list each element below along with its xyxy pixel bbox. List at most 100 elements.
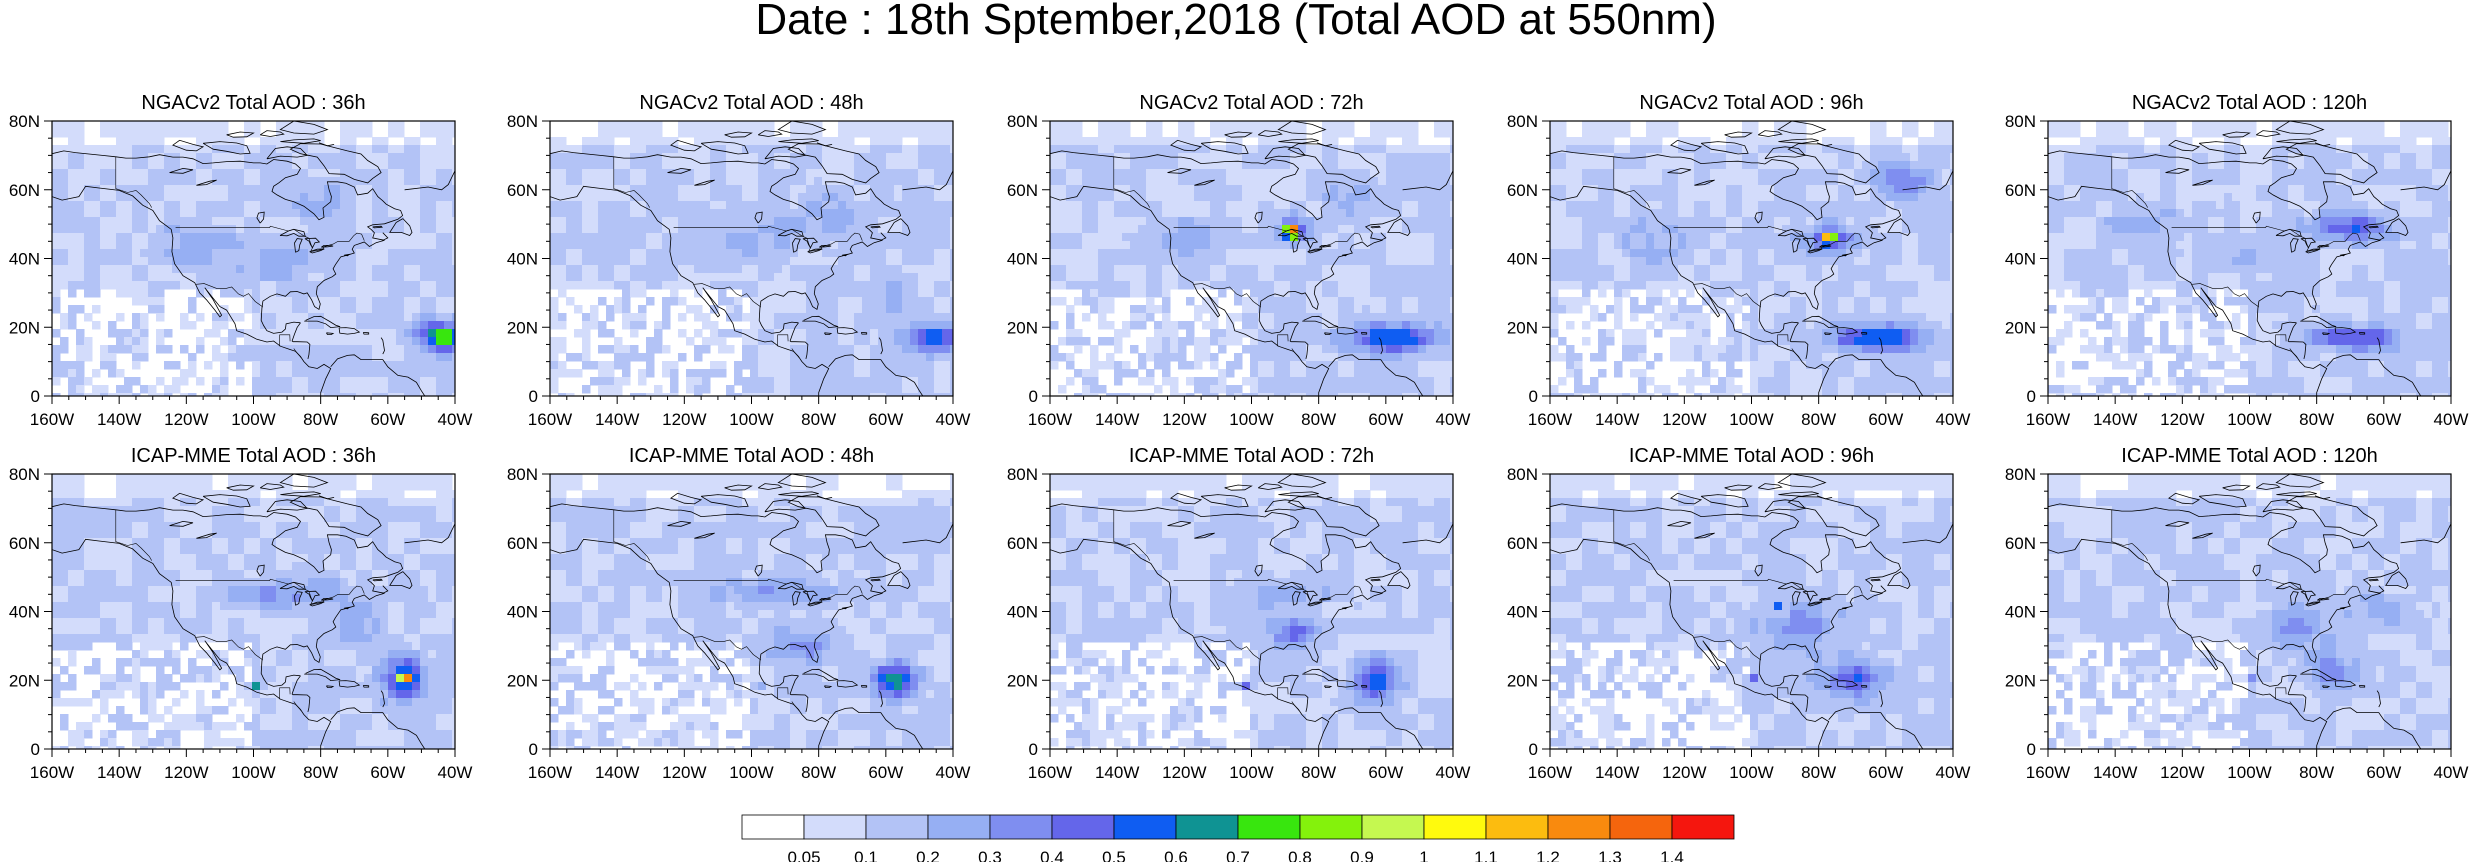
lon-tick-label: 120W — [1662, 410, 1706, 429]
map-panel: 160W 140W 120W 100W 80W 60W 40W 0 20N 40N 60N 80N NG… — [9, 92, 473, 429]
lon-tick-label: 60W — [1868, 763, 1903, 782]
lon-tick-label: 140W — [1595, 410, 1639, 429]
aod-field — [1550, 121, 1953, 396]
lon-tick-label: 60W — [1368, 410, 1403, 429]
map-panel: 160W 140W 120W 100W 80W 60W 40W 0 20N 40N 60N 80N NG… — [2005, 92, 2469, 429]
lon-tick-label: 40W — [1436, 763, 1471, 782]
coastlines — [1550, 121, 1953, 396]
aod-field — [1050, 474, 1453, 749]
aod-field — [2048, 121, 2451, 396]
colorbar-label: 1 — [1419, 848, 1428, 862]
lat-tick-label: 40N — [1507, 250, 1538, 269]
map-panel: 160W 140W 120W 100W 80W 60W 40W 0 20N 40N 60N 80N IC… — [1007, 445, 1471, 782]
axis-ticks — [2040, 473, 2452, 757]
panel-title: NGACv2 Total AOD : 96h — [1639, 92, 1863, 114]
lat-tick-label: 0 — [1029, 740, 1038, 759]
axis-ticks — [1042, 120, 1454, 404]
lon-tick-label: 100W — [729, 410, 773, 429]
colorbar-box — [1547, 814, 1611, 840]
lon-tick-label: 120W — [2160, 763, 2204, 782]
lat-tick-label: 20N — [2005, 671, 2036, 690]
lon-tick-label: 40W — [2434, 410, 2469, 429]
lat-tick-label: 20N — [1507, 318, 1538, 337]
lon-tick-label: 140W — [1595, 763, 1639, 782]
lon-tick-label: 80W — [801, 410, 836, 429]
lat-tick-label: 0 — [2027, 740, 2036, 759]
coastlines — [1050, 121, 1453, 396]
lon-tick-label: 160W — [1028, 410, 1072, 429]
colorbar-label: 1.4 — [1660, 848, 1684, 862]
lat-tick-label: 40N — [1507, 603, 1538, 622]
coastlines — [52, 121, 455, 396]
coastlines — [550, 474, 953, 749]
panel-title: NGACv2 Total AOD : 36h — [141, 92, 365, 114]
lat-tick-label: 60N — [1507, 534, 1538, 553]
lon-tick-label: 140W — [97, 763, 141, 782]
colorbar-label: 0.5 — [1102, 848, 1126, 862]
colorbar-box — [1299, 814, 1363, 840]
lon-tick-label: 100W — [729, 763, 773, 782]
lat-tick-label: 80N — [1007, 465, 1038, 484]
panel-title: ICAP-MME Total AOD : 120h — [2121, 445, 2377, 467]
lon-tick-label: 80W — [2299, 763, 2334, 782]
lon-tick-label: 80W — [801, 763, 836, 782]
colorbar-box — [1671, 814, 1735, 840]
main-title: Date : 18th Sptember,2018 (Total AOD at … — [755, 0, 1717, 44]
lon-tick-label: 160W — [528, 763, 572, 782]
lat-tick-label: 80N — [1507, 112, 1538, 131]
colorbar-label: 0.9 — [1350, 848, 1374, 862]
map-panel: 160W 140W 120W 100W 80W 60W 40W 0 20N 40N 60N 80N NG… — [1007, 92, 1471, 429]
lon-tick-label: 160W — [30, 763, 74, 782]
colorbar-box — [1113, 814, 1177, 840]
lon-tick-label: 120W — [662, 763, 706, 782]
lon-tick-label: 100W — [1729, 763, 1773, 782]
lon-tick-label: 80W — [1301, 763, 1336, 782]
aod-field — [1050, 121, 1453, 396]
axis-ticks — [2040, 120, 2452, 404]
lat-tick-label: 60N — [507, 534, 538, 553]
colorbar-label: 0.1 — [854, 848, 878, 862]
lat-tick-label: 60N — [1007, 534, 1038, 553]
lat-tick-label: 0 — [1529, 740, 1538, 759]
colorbar-label: 0.8 — [1288, 848, 1312, 862]
lat-tick-label: 40N — [1007, 250, 1038, 269]
aod-field — [52, 121, 455, 396]
lon-tick-label: 40W — [936, 410, 971, 429]
aod-field — [550, 121, 953, 396]
aod-field — [1550, 474, 1953, 749]
colorbar-box — [1175, 814, 1239, 840]
lat-tick-label: 40N — [2005, 250, 2036, 269]
lon-tick-label: 140W — [2093, 763, 2137, 782]
lon-tick-label: 160W — [528, 410, 572, 429]
lon-tick-label: 160W — [2026, 763, 2070, 782]
colorbar-label: 1.3 — [1598, 848, 1622, 862]
coastlines — [2048, 121, 2451, 396]
lon-tick-label: 140W — [1095, 763, 1139, 782]
colorbar-box — [1609, 814, 1673, 840]
lat-tick-label: 60N — [507, 181, 538, 200]
lon-tick-label: 160W — [1028, 763, 1072, 782]
colorbar-box — [1361, 814, 1425, 840]
colorbar-label: 0.05 — [787, 848, 820, 862]
lon-tick-label: 120W — [164, 763, 208, 782]
lat-tick-label: 60N — [9, 181, 40, 200]
lat-tick-label: 60N — [1507, 181, 1538, 200]
colorbar-label: 0.3 — [978, 848, 1002, 862]
lon-tick-label: 140W — [1095, 410, 1139, 429]
lon-tick-label: 120W — [1662, 763, 1706, 782]
lat-tick-label: 80N — [2005, 465, 2036, 484]
lon-tick-label: 40W — [438, 410, 473, 429]
colorbar-box — [803, 814, 867, 840]
panel-title: NGACv2 Total AOD : 120h — [2132, 92, 2367, 114]
lat-tick-label: 0 — [529, 387, 538, 406]
lon-tick-label: 120W — [662, 410, 706, 429]
map-panel: 160W 140W 120W 100W 80W 60W 40W 0 20N 40N 60N 80N NG… — [507, 92, 971, 429]
lon-tick-label: 120W — [164, 410, 208, 429]
colorbar-box — [1485, 814, 1549, 840]
lon-tick-label: 160W — [1528, 410, 1572, 429]
colorbar-box — [989, 814, 1053, 840]
coastlines — [2048, 474, 2451, 749]
panel-title: ICAP-MME Total AOD : 48h — [629, 445, 874, 467]
lon-tick-label: 80W — [1801, 763, 1836, 782]
